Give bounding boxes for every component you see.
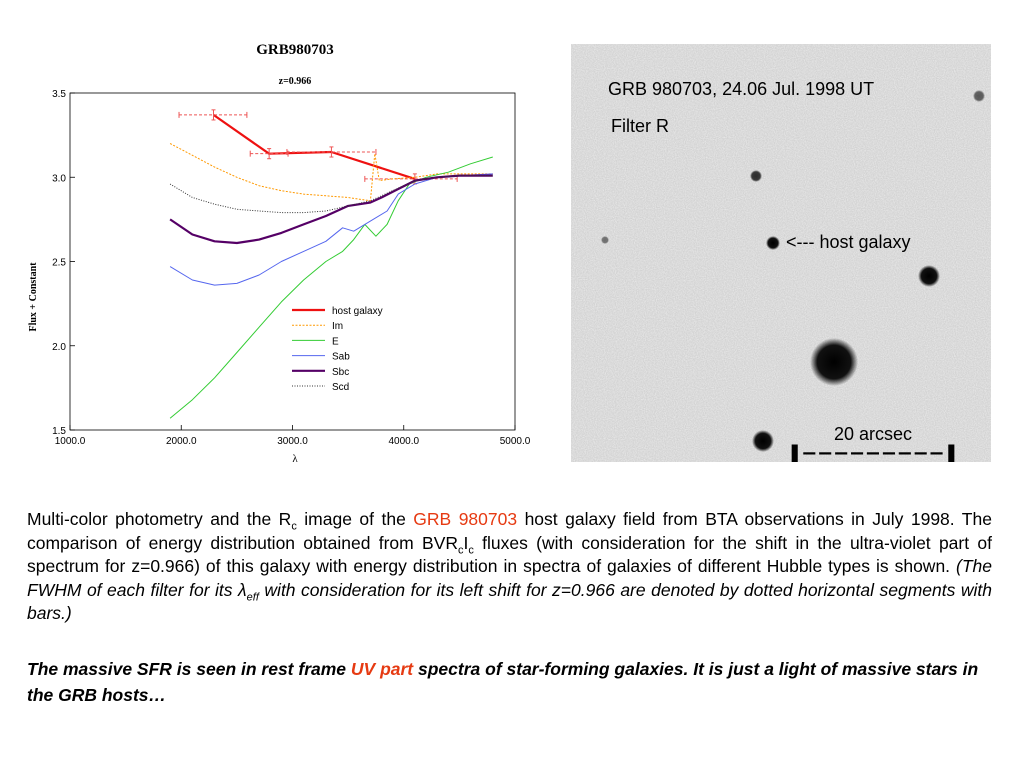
sky-background bbox=[571, 44, 991, 462]
x-tick-label: 1000.0 bbox=[55, 436, 86, 447]
conclusion-text: The massive SFR is seen in rest frame UV… bbox=[27, 656, 992, 708]
caption-text: fluxes (with consideration for the shift… bbox=[27, 532, 992, 577]
sky-field-svg: GRB 980703, 24.06 Jul. 1998 UT Filter R … bbox=[571, 44, 991, 462]
conclusion-part: spectra of star-forming galaxies. It is … bbox=[27, 659, 979, 705]
series-line-im bbox=[169, 143, 493, 202]
y-tick-label: 1.5 bbox=[52, 426, 66, 437]
caption-subscript: c bbox=[468, 544, 474, 556]
x-tick-label: 3000.0 bbox=[277, 436, 308, 447]
caption-text: I bbox=[463, 532, 469, 553]
series-line-scd bbox=[169, 175, 493, 214]
scale-bar: |---------| bbox=[788, 442, 958, 462]
faint-source-left bbox=[601, 236, 609, 244]
series-line-e bbox=[169, 156, 493, 419]
filter-label: Filter R bbox=[611, 116, 669, 136]
star-bottom-left bbox=[752, 430, 774, 452]
x-ticks: 1000.0 2000.0 3000.0 4000.0 5000.0 bbox=[55, 425, 531, 447]
legend-label: Im bbox=[332, 321, 343, 332]
star-large bbox=[810, 338, 858, 386]
caption-subscript: c bbox=[458, 544, 464, 556]
host-galaxy-spot bbox=[766, 236, 780, 250]
chart-subtitle: z=0.966 bbox=[279, 76, 312, 87]
x-tick-label: 4000.0 bbox=[388, 436, 419, 447]
uv-part-link[interactable]: UV part bbox=[350, 659, 414, 679]
faint-source-top bbox=[750, 170, 762, 182]
series-line-sbc bbox=[169, 174, 493, 245]
star-right bbox=[918, 265, 940, 287]
series-line-sab bbox=[169, 173, 493, 286]
series-line-host-galaxy bbox=[212, 113, 416, 180]
grb-link[interactable]: GRB 980703 bbox=[413, 509, 518, 529]
faint-source-corner bbox=[973, 90, 985, 102]
sed-chart: GRB980703 z=0.966 Flux + Constant λ 1000… bbox=[25, 35, 540, 465]
x-tick-label: 2000.0 bbox=[166, 436, 197, 447]
host-galaxy-arrow-label: <--- host galaxy bbox=[786, 232, 911, 252]
y-tick-label: 2.0 bbox=[52, 342, 66, 353]
sed-chart-svg: GRB980703 z=0.966 Flux + Constant λ 1000… bbox=[28, 42, 531, 465]
legend-label: Sbc bbox=[332, 367, 349, 378]
caption-text: host galaxy field from BTA observations … bbox=[27, 509, 992, 553]
legend-label: E bbox=[332, 336, 339, 347]
caption-subscript: eff bbox=[246, 591, 259, 603]
y-tick-label: 3.0 bbox=[52, 173, 66, 184]
caption-subscript: c bbox=[291, 520, 297, 533]
scale-label: 20 arcsec bbox=[834, 424, 912, 444]
caption-italic: with consideration for its left shift fo… bbox=[27, 579, 992, 624]
conclusion-part: The massive SFR is seen in rest frame bbox=[27, 659, 351, 679]
legend-label: Sab bbox=[332, 352, 350, 363]
chart-title: GRB980703 bbox=[256, 42, 334, 58]
y-tick-label: 2.5 bbox=[52, 258, 66, 269]
caption-italic: (The FWHM of each filter for its λ bbox=[27, 556, 992, 600]
legend-label: host galaxy bbox=[332, 306, 383, 317]
image-title: GRB 980703, 24.06 Jul. 1998 UT bbox=[608, 79, 874, 99]
chart-legend: host galaxy Im E Sab Sbc Scd bbox=[292, 306, 383, 393]
grb-host-image: GRB 980703, 24.06 Jul. 1998 UT Filter R … bbox=[571, 44, 991, 462]
x-axis-label: λ bbox=[292, 453, 298, 465]
series-layer bbox=[169, 109, 493, 419]
caption-text: Multi-color photometry and the R bbox=[27, 509, 292, 529]
y-tick-label: 3.5 bbox=[52, 89, 66, 100]
figure-caption: Multi-color photometry and the Rc image … bbox=[27, 508, 992, 626]
caption-text: image of the bbox=[296, 509, 414, 529]
y-axis-label: Flux + Constant bbox=[28, 262, 39, 332]
legend-label: Scd bbox=[332, 382, 349, 393]
y-ticks: 1.5 2.0 2.5 3.0 3.5 bbox=[52, 89, 75, 437]
x-tick-label: 5000.0 bbox=[500, 436, 531, 447]
plot-frame bbox=[69, 92, 516, 431]
